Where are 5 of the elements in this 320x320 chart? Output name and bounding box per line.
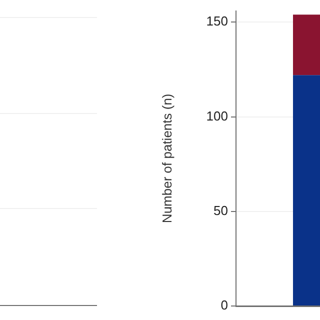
y-axis-title: Number of patients (n)	[159, 94, 174, 224]
y-tick-label: 150	[206, 14, 228, 29]
y-tick-label: 0	[220, 298, 228, 313]
y-tick-label: 50	[214, 202, 228, 218]
y-tick-label: 100	[206, 108, 228, 124]
